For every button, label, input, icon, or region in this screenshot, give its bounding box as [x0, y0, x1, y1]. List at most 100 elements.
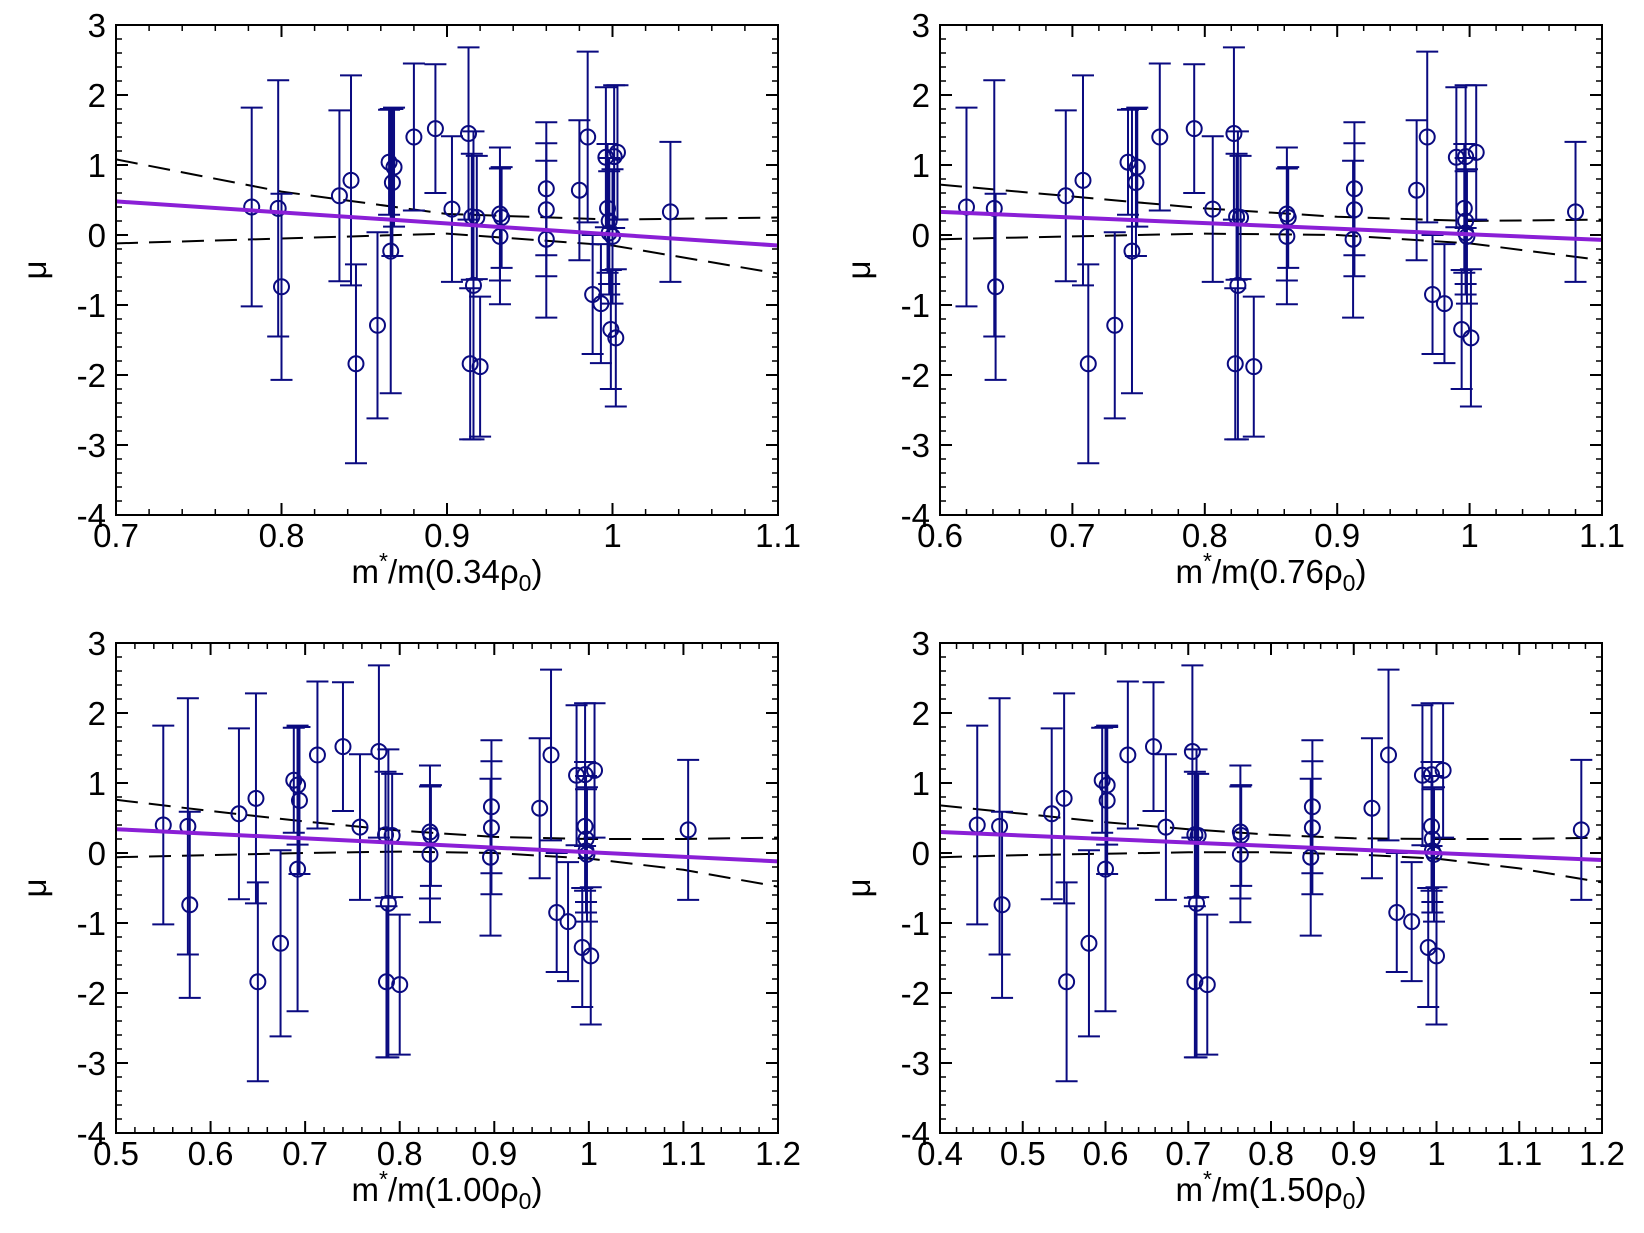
y-tick-label: -4 — [901, 1115, 930, 1152]
x-label-end: ) — [531, 553, 542, 590]
point-marker — [993, 896, 1011, 914]
point-marker — [576, 766, 594, 784]
band-lower-line — [116, 850, 778, 888]
data-point-18 — [1185, 748, 1208, 1059]
y-tick-label: -2 — [77, 357, 106, 394]
point-marker — [273, 278, 290, 296]
data-point-4 — [1040, 727, 1063, 901]
x-axis-label: m*/m(0.34ρ0) — [352, 548, 543, 596]
data-point-11 — [383, 106, 406, 228]
point-marker — [370, 743, 388, 760]
x-tick-label: 0.5 — [1000, 1135, 1046, 1172]
point-marker — [1057, 187, 1075, 205]
data-point-7 — [1103, 231, 1126, 420]
data-point-2 — [983, 79, 1006, 338]
plot-area — [940, 46, 1602, 465]
point-marker — [269, 199, 287, 217]
point-marker — [1226, 355, 1244, 373]
point-marker — [1055, 789, 1073, 807]
x-tick-label: 1.1 — [755, 517, 801, 554]
panel-4: 0.4 0.5 0.6 0.7 0.8 0.9 1 1.1 1.2 -4 -3 -2 -1 0 1 2 3 m*/… — [840, 625, 1625, 1214]
x-label-sub: 0 — [1343, 1188, 1356, 1214]
x-label-mid: /m(1.50ρ — [1212, 1171, 1343, 1208]
point-marker — [1423, 766, 1441, 784]
data-point-28 — [1416, 50, 1439, 224]
data-point-5 — [1053, 692, 1076, 905]
data-point-30 — [557, 861, 580, 983]
point-marker — [1345, 201, 1363, 219]
band-upper-line — [940, 183, 1602, 223]
data-point-11 — [1126, 106, 1149, 228]
point-marker — [1567, 203, 1585, 221]
data-point-39 — [1432, 702, 1455, 839]
x-tick-label: 0.7 — [1049, 517, 1095, 554]
fit-line — [116, 199, 778, 248]
x-label-base: m — [352, 553, 380, 590]
data-point-14 — [1154, 753, 1177, 901]
data-point-13 — [1183, 63, 1206, 194]
x-axis-label: m*/m(1.50ρ0) — [1176, 1166, 1367, 1214]
x-label-sup: * — [379, 548, 388, 574]
x-tick-label: 0.6 — [917, 517, 963, 554]
data-point-23 — [1230, 784, 1253, 887]
data-point-38 — [604, 268, 627, 408]
data-point-30 — [1400, 861, 1423, 983]
plot-area — [116, 664, 778, 1083]
point-marker — [607, 329, 625, 347]
data-point-22 — [488, 167, 511, 306]
point-marker — [1144, 738, 1162, 756]
data-point-22 — [1275, 167, 1298, 306]
point-marker — [548, 904, 566, 921]
y-tick-label: -2 — [77, 975, 106, 1012]
panel-2: 0.6 0.7 0.8 0.9 1 1.1-4-3-2-10123m*/m(0.76ρ0)… — [840, 7, 1625, 596]
point-marker — [1302, 848, 1320, 866]
data-point-18 — [462, 130, 485, 441]
data-point-27 — [528, 737, 551, 880]
y-tick-label: 3 — [88, 625, 106, 662]
point-marker — [464, 276, 482, 294]
y-tick-label: 2 — [88, 695, 106, 732]
x-tick-label: 0.8 — [259, 517, 305, 554]
point-marker — [1572, 821, 1590, 839]
point-marker — [405, 128, 423, 146]
data-point-6 — [1055, 881, 1078, 1083]
data-point-7 — [269, 849, 292, 1038]
data-point-1 — [955, 106, 978, 308]
data-point-1 — [240, 106, 263, 308]
point-marker — [1403, 913, 1421, 931]
data-point-20 — [1242, 295, 1265, 438]
y-tick-label: 2 — [912, 77, 930, 114]
data-point-26 — [535, 159, 558, 319]
point-marker — [380, 153, 398, 171]
point-marker — [1093, 771, 1111, 789]
y-tick-label: 3 — [912, 7, 930, 44]
point-marker — [608, 143, 626, 161]
x-tick-label: 0.7 — [282, 1135, 328, 1172]
panel-3: 0.5 0.6 0.7 0.8 0.9 1 1.1 1.2 -4 -3 -2 -1 0 1 2 3 m*/m(1… — [16, 625, 801, 1214]
point-marker — [285, 771, 303, 789]
y-tick-label: 0 — [88, 217, 106, 254]
point-marker — [351, 818, 369, 836]
point-marker — [1074, 171, 1092, 189]
point-marker — [1080, 934, 1098, 952]
x-tick-label: 1.2 — [755, 1135, 801, 1172]
data-point-3 — [178, 810, 201, 999]
data-point-28 — [540, 668, 563, 842]
plot-frame — [115, 24, 779, 516]
data-point-16 — [375, 905, 398, 1059]
point-marker — [1079, 355, 1097, 373]
band-lower-line — [940, 851, 1602, 884]
band-upper-line — [940, 804, 1602, 840]
point-marker — [559, 913, 577, 931]
x-label-base: m — [352, 1171, 380, 1208]
point-marker — [1106, 316, 1124, 334]
data-point-14 — [440, 135, 463, 283]
point-marker — [461, 355, 479, 373]
plot-frame — [115, 642, 779, 1134]
point-marker — [1462, 329, 1480, 347]
data-point-28 — [576, 50, 599, 224]
x-tick-label: 1.1 — [1496, 1135, 1542, 1172]
data-point-29 — [545, 852, 568, 973]
y-tick-label: -4 — [77, 497, 106, 534]
